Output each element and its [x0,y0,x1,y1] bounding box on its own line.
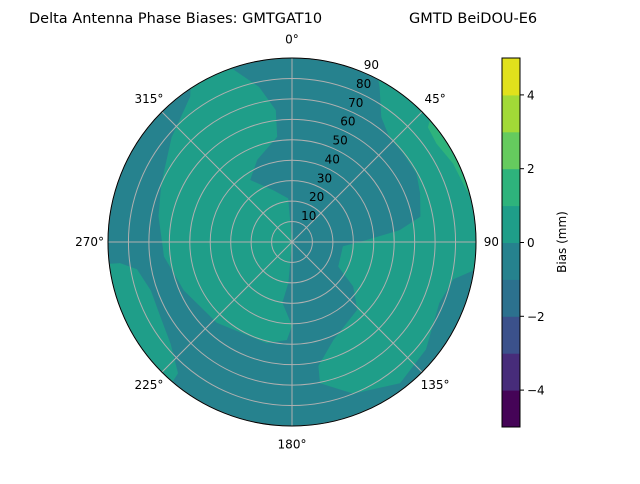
colorbar-segment [502,94,520,133]
radial-tick-label: 60 [340,115,355,129]
colorbar-segment [502,242,520,280]
angular-tick-label: 45° [424,92,445,106]
angular-tick-label: 0° [285,33,299,47]
polar-axes: 0°45°90°135°180°225°270°315°102030405060… [75,33,505,452]
radial-tick-label: 10 [301,209,316,223]
colorbar-segment [502,316,520,354]
colorbar: 4 2 0 −2 −4 [498,57,545,428]
colorbar-tick-label: 0 [527,236,535,250]
colorbar-segment [502,131,520,170]
radial-tick-label: 20 [309,190,324,204]
contour-region-0 [158,68,292,344]
radial-tick-label: 90 [364,58,379,72]
colorbar-segment [502,168,520,207]
colorbar-tick-label: 2 [527,162,535,176]
angular-tick-label: 315° [134,92,163,106]
colorbar-segment [502,58,520,96]
angular-tick-label: 270° [75,235,104,249]
radial-tick-label: 80 [356,77,371,91]
contour-region-3 [108,263,178,393]
angular-gridline [161,241,293,373]
angular-gridline [291,111,423,243]
chart-title-right: GMTD BeiDOU-E6 [409,11,537,27]
colorbar-segment [502,390,520,428]
radial-tick-label: 50 [332,134,347,148]
colorbar-tick-label: 4 [527,88,535,102]
colorbar-segment [502,205,520,243]
angular-tick-label: 135° [421,378,450,392]
radial-tick-label: 70 [348,96,363,110]
angular-tick-label: 180° [278,437,307,451]
radial-tick-label: 30 [317,171,332,185]
angular-gridline [161,111,293,243]
colorbar-segment [502,353,520,391]
colorbar-tick-label: −2 [527,310,545,324]
angular-gridline [291,241,423,373]
colorbar-segment [502,279,520,317]
chart-title-left: Delta Antenna Phase Biases: GMTGAT10 [29,11,322,27]
radial-tick-label: 40 [325,152,340,166]
colorbar-tick-label: −4 [527,384,545,398]
colorbar-label: Bias (mm) [555,211,569,273]
angular-tick-label: 225° [134,378,163,392]
polar-frame [107,57,477,427]
